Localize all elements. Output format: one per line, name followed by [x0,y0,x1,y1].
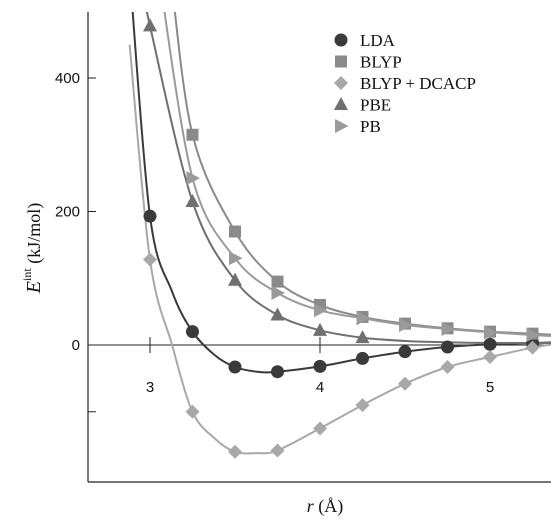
legend-label-lda: LDA [360,31,396,50]
data-point-blyp-dcacp [525,340,540,355]
data-point-pbe [143,18,157,32]
data-point-pb [484,325,498,340]
data-point-lda [356,351,369,365]
data-point-lda [483,337,497,351]
data-point-pb [356,311,370,326]
data-point-pbe [185,193,200,207]
series-line-blyp [173,12,551,336]
data-point-blyp-dcacp [228,444,242,459]
x-axis-unit: (Å) [314,496,344,517]
data-point-blyp-dcacp [270,443,285,458]
data-point-blyp-dcacp [398,376,412,391]
data-point-pb [271,285,285,300]
series-line-lda [131,12,551,374]
legend-label-pbe: PBE [360,96,391,115]
data-point-lda [441,340,454,354]
data-point-lda [398,345,412,359]
series-line-blyp-dcacp [128,44,551,455]
data-point-lda [186,325,199,339]
legend-marker-lda [334,33,348,47]
y-axis-sup: int [20,268,34,281]
x-tick-label: 3 [146,379,154,396]
y-axis-label: Eint (kJ/mol) [20,203,45,294]
x-axis-var: r [307,496,315,516]
legend-marker-pbe [334,97,348,110]
legend-marker-blyp-dcacp [334,76,348,90]
y-tick-label: 200 [55,204,80,221]
data-point-pb [314,303,328,318]
data-point-blyp-dcacp [313,421,327,436]
data-point-pb [399,317,413,332]
data-point-lda [143,209,157,223]
legend: LDA BLYP BLYP + DCACP PBE PB [334,31,476,136]
y-axis-unit: (kJ/mol) [24,203,45,269]
plot-frame [87,12,551,483]
data-point-pb [186,171,200,186]
axis-ticks: 3 4 5 0 200 400 [55,70,494,413]
legend-marker-blyp [335,55,347,68]
data-point-lda [271,365,284,379]
data-point-lda [228,360,242,374]
data-point-blyp [271,275,284,288]
data-point-blyp-dcacp [143,252,157,267]
legend-label-blyp-dcacp: BLYP + DCACP [360,74,476,93]
data-point-blyp [229,225,241,238]
legend-label-blyp: BLYP [360,53,402,72]
data-point-blyp-dcacp [483,350,497,365]
data-point-pbe [355,330,370,344]
data-point-lda [313,359,327,373]
y-tick-label: 0 [72,337,80,354]
data-point-blyp [186,128,199,141]
data-point-pbe [228,272,242,286]
y-tick-label: 400 [55,70,80,87]
series-markers [143,18,540,459]
x-tick-label: 4 [316,379,324,396]
y-axis-var: E [23,281,45,294]
legend-marker-pb [335,119,349,133]
data-point-pb [526,327,540,342]
legend-label-pb: PB [360,117,381,136]
data-point-pb [441,321,455,336]
x-axis-label: r (Å) [307,496,344,517]
data-point-blyp-dcacp [355,398,370,413]
x-tick-label: 5 [486,379,494,396]
data-point-pbe [270,307,285,321]
data-point-blyp-dcacp [185,404,200,419]
data-point-pb [229,251,243,266]
data-point-blyp-dcacp [440,360,455,375]
series-line-pb [163,12,551,337]
data-point-pbe [313,322,327,336]
series-line-pbe [145,12,551,345]
